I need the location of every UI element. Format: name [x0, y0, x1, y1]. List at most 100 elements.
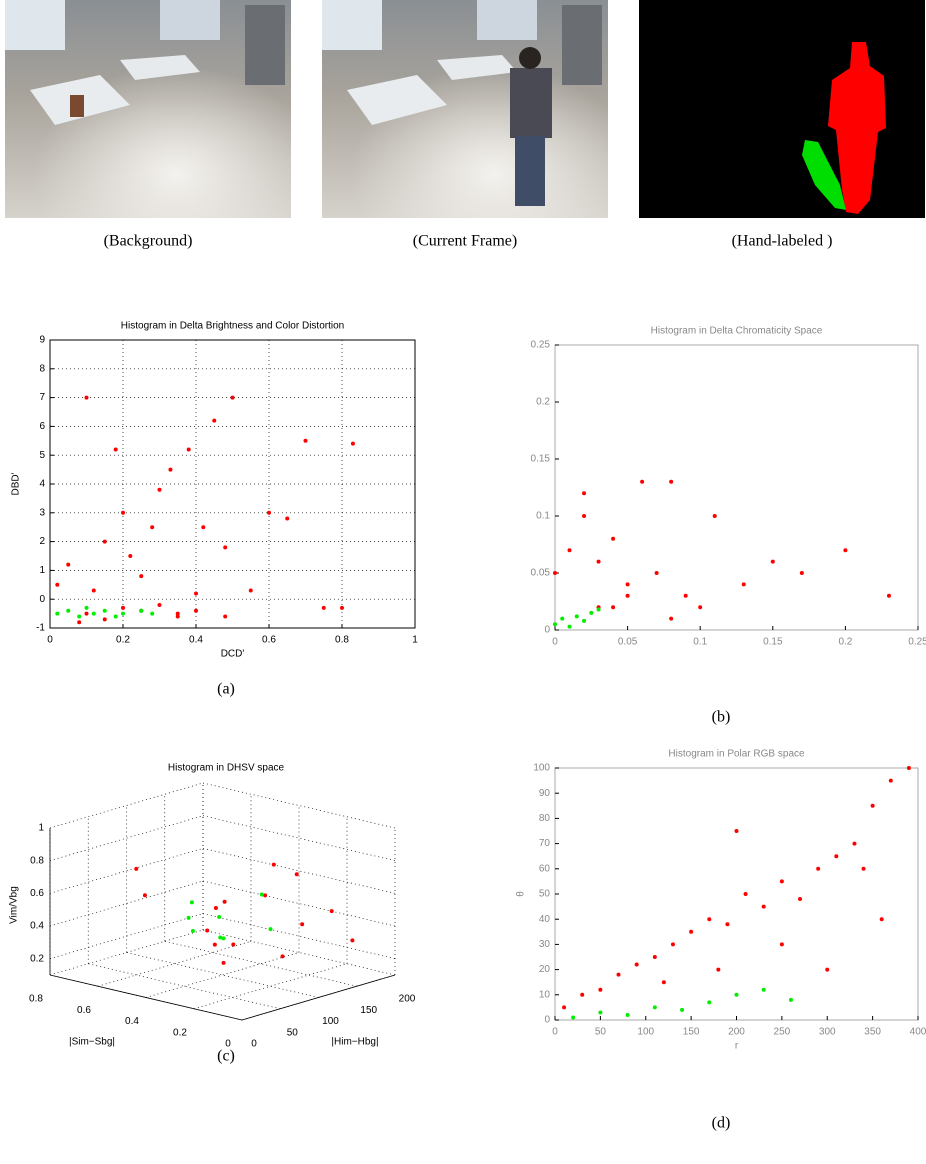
grid-line [49, 974, 243, 1021]
data-point [788, 997, 793, 1002]
y-tick-label: 4 [39, 479, 45, 490]
x-axis-label: |Him−Hbg| [331, 1037, 378, 1048]
data-point [190, 929, 195, 934]
data-point [734, 829, 739, 833]
y-tick-label: 30 [539, 939, 551, 950]
y-tick-label: 5 [39, 450, 45, 461]
data-point [212, 942, 217, 947]
grid-line [97, 940, 252, 987]
data-point [157, 602, 162, 607]
data-point [280, 954, 285, 959]
y-tick-label: 90 [539, 788, 551, 799]
y-tick-label: 0.15 [531, 454, 551, 465]
data-point [186, 447, 191, 452]
data-point [761, 987, 766, 992]
y-tick-label: 0.05 [531, 568, 551, 579]
data-point [205, 928, 210, 933]
x-tick-label: 0.05 [618, 637, 638, 648]
data-point [248, 588, 253, 593]
chart-caption: (b) [712, 709, 731, 726]
data-point [574, 614, 579, 619]
data-point [303, 438, 308, 443]
grid-line [49, 913, 204, 960]
data-point [84, 605, 89, 610]
z-tick-label: 0.8 [30, 855, 44, 866]
y-tick-label: 0.25 [531, 340, 551, 351]
data-point [113, 447, 118, 452]
data-point [201, 525, 206, 530]
photo-hand-labeled [639, 0, 925, 218]
data-point [194, 608, 198, 613]
data-point [834, 854, 839, 859]
x-tick-label: 200 [728, 1027, 745, 1038]
data-point [689, 929, 694, 934]
data-point [121, 611, 125, 616]
data-point [230, 395, 235, 400]
data-point [716, 967, 721, 972]
data-point [168, 467, 173, 472]
data-point [611, 605, 616, 610]
z-tick-label: 1 [38, 823, 44, 834]
data-point [231, 942, 236, 947]
x-tick-label: 0.15 [763, 637, 783, 648]
data-point [157, 487, 162, 492]
data-point [150, 525, 155, 530]
grid-line [202, 847, 396, 894]
data-point [560, 616, 565, 621]
data-point [267, 510, 271, 515]
data-point [263, 893, 268, 898]
data-point [712, 514, 717, 518]
y-tick-label: 6 [39, 421, 45, 432]
data-point [779, 879, 784, 884]
data-point [113, 614, 118, 619]
data-point [271, 862, 276, 867]
data-point [128, 554, 133, 558]
chart-title: Histogram in DHSV space [168, 763, 285, 774]
data-point [329, 909, 334, 914]
y-tick-label: 0 [225, 1039, 231, 1050]
y-tick-label: 0.4 [125, 1016, 139, 1027]
y-tick-label: 0.6 [77, 1005, 91, 1016]
x-tick-label: 0.4 [189, 635, 203, 646]
data-point [340, 605, 344, 610]
data-point [218, 935, 223, 940]
data-point [321, 605, 326, 610]
data-point [84, 611, 89, 616]
data-point [134, 866, 139, 871]
data-point [567, 624, 572, 629]
x-tick-label: 400 [910, 1027, 926, 1038]
x-tick-label: 0.6 [262, 635, 276, 646]
data-point [582, 491, 587, 496]
y-tick-label: -1 [36, 623, 45, 634]
y-tick-label: 50 [539, 889, 551, 900]
data-point [698, 605, 703, 610]
data-point [870, 803, 875, 808]
data-point [553, 622, 557, 627]
data-point [66, 608, 71, 613]
data-point [669, 479, 674, 484]
data-point [741, 582, 746, 587]
data-point [121, 510, 125, 515]
data-point [268, 927, 273, 932]
y-tick-label: 60 [539, 863, 551, 874]
data-point [221, 936, 226, 941]
x-tick-label: 150 [683, 1027, 700, 1038]
data-point [150, 611, 155, 616]
x-tick-label: 0.2 [116, 635, 130, 646]
data-point [91, 588, 96, 593]
y-tick-label: 80 [539, 813, 551, 824]
data-point [66, 562, 71, 567]
photo-caption: (Current Frame) [413, 233, 517, 250]
chart: 0 0.05 0.1 0.15 0.2 0.25 0 0.05 0.1 0.15 0.2 0.25 Hi… [531, 326, 926, 648]
grid-line [88, 963, 281, 1010]
plot-frame [49, 339, 416, 629]
grid-line [145, 952, 300, 998]
y-tick-label: 70 [539, 838, 551, 849]
y-tick-label: 9 [39, 335, 45, 346]
y-axis-label: DBD' [11, 472, 22, 495]
x-tick-label: 300 [819, 1027, 836, 1038]
data-point [217, 914, 222, 919]
data-point [761, 904, 766, 909]
data-point [582, 618, 587, 623]
